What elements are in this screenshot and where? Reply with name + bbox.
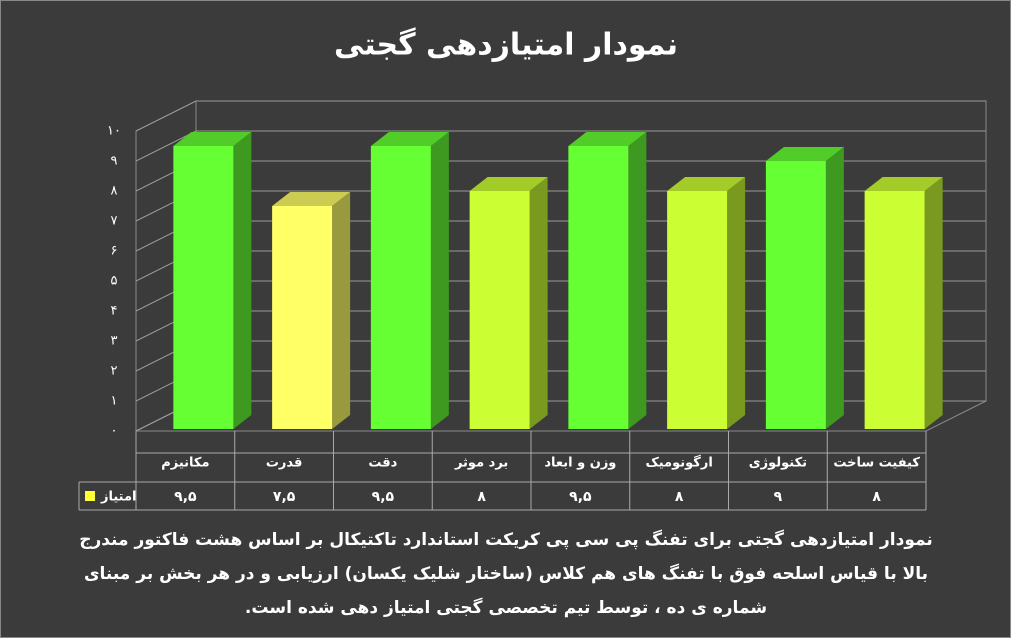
- value-label: ۹,۵: [372, 489, 395, 505]
- grid-line: [135, 340, 986, 372]
- x-tick-label: کیفیت ساخت: [833, 456, 920, 471]
- value-label: ۹: [774, 489, 783, 505]
- x-tick-label: وزن و ابعاد: [544, 456, 616, 471]
- bar-side: [529, 177, 548, 429]
- bar-side: [332, 192, 351, 429]
- bar-side: [233, 132, 252, 429]
- bar-top: [370, 132, 449, 146]
- bar: [469, 191, 530, 429]
- grid-line: [135, 220, 986, 252]
- bar-side: [628, 132, 647, 429]
- y-tick-label: ۱۰: [107, 124, 121, 139]
- legend-swatch: [85, 491, 95, 501]
- value-label: ۸: [872, 489, 881, 505]
- y-tick-label: ۸: [111, 184, 118, 199]
- y-tick-label: ۵: [111, 274, 118, 289]
- bar: [173, 146, 234, 429]
- x-tick-label: مکانیزم: [161, 456, 209, 471]
- bar-top: [864, 177, 943, 191]
- value-label: ۷,۵: [273, 489, 296, 505]
- bar: [568, 146, 629, 429]
- grid-line: [135, 280, 986, 312]
- value-label: ۹,۵: [174, 489, 197, 505]
- grid-line: [135, 160, 986, 192]
- grid-line: [135, 310, 986, 342]
- x-tick-label: تکنولوژی: [749, 456, 807, 471]
- bar-side: [825, 147, 844, 429]
- bar-side: [430, 132, 449, 429]
- y-tick-label: ۲: [111, 364, 118, 379]
- y-tick-label: ۰: [111, 424, 118, 439]
- chart: نمودار امتیازدهی گجتی ۰ ۱ ۲ ۳ ۴ ۵ ۶ ۷ ۸ ۹ ۱۰ امتیاز…: [78, 27, 987, 511]
- value-label: ۹,۵: [569, 489, 592, 505]
- bar-top: [765, 147, 844, 161]
- bar-top: [568, 132, 647, 146]
- bar-top: [272, 192, 351, 206]
- grid-line: [135, 100, 986, 132]
- legend-label: امتیاز: [100, 490, 136, 505]
- y-tick-label: ۷: [111, 214, 118, 229]
- grid-line: [135, 250, 986, 282]
- caption-line: شماره ی ده ، توسط تیم تخصصی گجتی امتیاز …: [244, 598, 768, 618]
- caption: نمودار امتیازدهی گجتی برای تفنگ پی سی پی…: [61, 523, 951, 625]
- x-tick-label: برد موثر: [454, 456, 508, 471]
- bar-top: [173, 132, 252, 146]
- bar-side: [924, 177, 943, 429]
- bar: [370, 146, 431, 429]
- bar-top: [469, 177, 548, 191]
- chart-title: نمودار امتیازدهی گجتی: [334, 27, 678, 63]
- grid-line: [135, 190, 986, 222]
- grid-line: [135, 370, 986, 402]
- x-tick-label: ارگونومیک: [645, 455, 712, 471]
- y-tick-label: ۹: [111, 154, 118, 169]
- bar: [667, 191, 728, 429]
- grid-line: [135, 130, 986, 162]
- y-tick-label: ۱: [111, 394, 118, 409]
- x-tick-label: دقت: [368, 456, 397, 471]
- x-tick-label: قدرت: [266, 456, 303, 471]
- bar: [765, 161, 826, 429]
- y-tick-label: ۳: [111, 334, 118, 349]
- y-tick-label: ۴: [111, 304, 118, 319]
- value-label: ۸: [675, 489, 684, 505]
- grid-line: [135, 400, 986, 432]
- bar-top: [667, 177, 746, 191]
- value-label: ۸: [477, 489, 486, 505]
- y-tick-label: ۶: [111, 244, 118, 259]
- bar: [864, 191, 925, 429]
- floor: [135, 400, 987, 432]
- caption-line: بالا با قیاس اسلحه فوق با تفنگ های هم کل…: [83, 564, 929, 584]
- bar: [272, 206, 333, 429]
- caption-line: نمودار امتیازدهی گجتی برای تفنگ پی سی پی…: [79, 530, 933, 550]
- bar-side: [727, 177, 746, 429]
